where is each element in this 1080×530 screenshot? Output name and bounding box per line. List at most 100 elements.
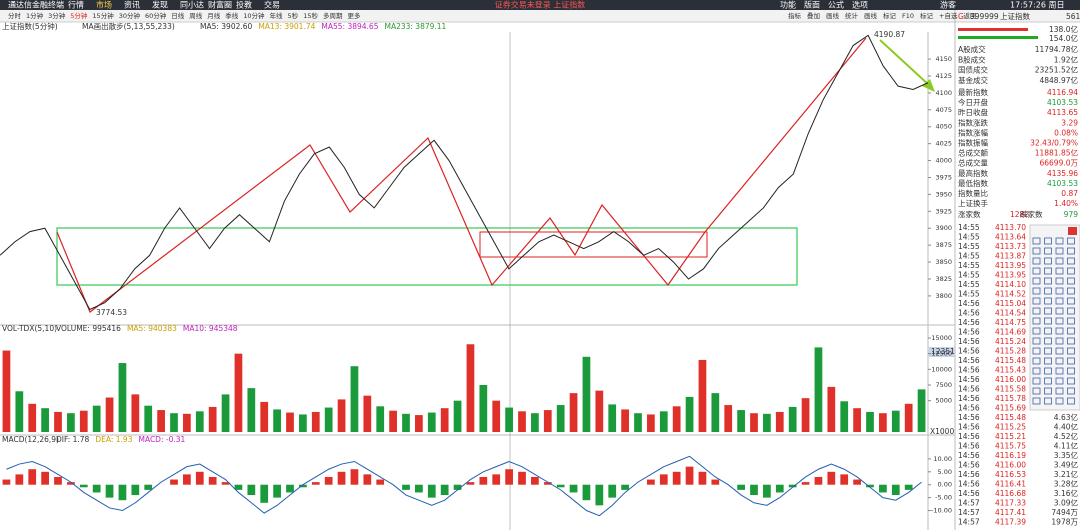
tool-button[interactable]: 画线	[864, 11, 878, 20]
tool-icon[interactable]	[1044, 297, 1052, 305]
tool-button[interactable]: 叠加	[807, 11, 820, 20]
tool-icon[interactable]	[1055, 237, 1064, 245]
menu-item[interactable]: 选项	[852, 0, 868, 10]
period-tab[interactable]: 日线	[171, 11, 185, 20]
menu-item[interactable]: 发现	[152, 0, 168, 10]
tool-icon[interactable]	[1032, 327, 1041, 335]
period-tab[interactable]: 5分钟	[70, 11, 88, 20]
tool-icon[interactable]	[1055, 357, 1064, 365]
tool-icon[interactable]	[1044, 237, 1052, 245]
menu-item[interactable]: 行情	[68, 0, 84, 10]
menu-item[interactable]: 交易	[264, 0, 280, 10]
tool-icon[interactable]	[1067, 287, 1075, 295]
period-tab[interactable]: 60分钟	[145, 11, 167, 20]
tool-icon[interactable]	[1055, 317, 1064, 325]
tool-icon[interactable]	[1067, 277, 1075, 285]
tool-button[interactable]: 标记	[920, 11, 934, 20]
range-box[interactable]	[479, 231, 708, 258]
tool-icon[interactable]	[1055, 307, 1064, 315]
tool-button[interactable]: 统计	[845, 11, 859, 20]
tool-icon[interactable]	[1067, 377, 1075, 385]
tool-icon[interactable]	[1032, 337, 1041, 345]
tool-icon[interactable]	[1044, 277, 1052, 285]
tool-icon[interactable]	[1032, 367, 1041, 375]
tool-icon[interactable]	[1067, 237, 1075, 245]
menu-item[interactable]: 市场	[96, 0, 112, 10]
tool-icon[interactable]	[1032, 347, 1041, 355]
close-button[interactable]	[1068, 227, 1077, 235]
tool-icon[interactable]	[1044, 327, 1052, 335]
period-tab[interactable]: 周线	[189, 11, 203, 20]
period-tab[interactable]: 季线	[225, 11, 239, 20]
tool-icon[interactable]	[1055, 257, 1064, 265]
period-tab[interactable]: 更多	[347, 11, 361, 20]
tool-icon[interactable]	[1044, 347, 1052, 355]
period-tab[interactable]: 1分钟	[26, 11, 44, 20]
tool-icon[interactable]	[1032, 387, 1041, 395]
tool-icon[interactable]	[1067, 397, 1075, 405]
tool-icon[interactable]	[1055, 247, 1064, 255]
tool-icon[interactable]	[1032, 277, 1041, 285]
tool-icon[interactable]	[1032, 267, 1041, 275]
tool-icon[interactable]	[1032, 297, 1041, 305]
tool-icon[interactable]	[1044, 337, 1052, 345]
tool-icon[interactable]	[1067, 347, 1075, 355]
period-tab[interactable]: 10分钟	[243, 11, 265, 20]
tool-icon[interactable]	[1044, 257, 1052, 265]
trend-lines[interactable]	[56, 37, 867, 313]
tool-icon[interactable]	[1067, 257, 1075, 265]
drawing-tools[interactable]	[1029, 224, 1080, 411]
tool-icon[interactable]	[1055, 327, 1064, 335]
tool-icon[interactable]	[1044, 357, 1052, 365]
tool-icon[interactable]	[1044, 377, 1052, 385]
period-tab[interactable]: 月线	[207, 11, 221, 20]
tool-icon[interactable]	[1044, 317, 1052, 325]
tool-icon[interactable]	[1067, 307, 1075, 315]
tool-icon[interactable]	[1044, 247, 1052, 255]
tool-icon[interactable]	[1044, 367, 1052, 375]
tool-icon[interactable]	[1067, 327, 1075, 335]
menu-item[interactable]: 财富圈	[208, 0, 232, 10]
period-tab[interactable]: 多周期	[323, 11, 343, 20]
period-tab[interactable]: 5秒	[288, 11, 299, 20]
tool-icon[interactable]	[1032, 287, 1041, 295]
period-tab[interactable]: 3分钟	[48, 11, 66, 20]
tool-icon[interactable]	[1055, 337, 1064, 345]
tool-button[interactable]: F10	[902, 12, 914, 20]
tool-icon[interactable]	[1067, 297, 1075, 305]
menu-item[interactable]: 同小达	[180, 0, 204, 10]
tool-icon[interactable]	[1067, 317, 1075, 325]
tool-button[interactable]: 画线	[826, 11, 840, 20]
period-tab[interactable]: 分时	[8, 11, 22, 20]
tool-icon[interactable]	[1055, 277, 1064, 285]
tool-icon[interactable]	[1044, 387, 1052, 395]
tool-icon[interactable]	[1055, 347, 1064, 355]
tool-icon[interactable]	[1055, 287, 1064, 295]
period-tab[interactable]: 年线	[270, 11, 284, 20]
tool-icon[interactable]	[1067, 367, 1075, 375]
tool-icon[interactable]	[1067, 267, 1075, 275]
menu-item[interactable]: 版面	[804, 0, 820, 10]
tool-icon[interactable]	[1044, 267, 1052, 275]
period-tab[interactable]: 15分钟	[92, 11, 114, 20]
tool-button[interactable]: +自选	[939, 11, 958, 20]
tool-icon[interactable]	[1032, 257, 1041, 265]
range-box[interactable]	[56, 227, 798, 286]
menu-item[interactable]: 投教	[236, 0, 252, 10]
tool-icon[interactable]	[1032, 377, 1041, 385]
period-tab[interactable]: 30分钟	[119, 11, 141, 20]
tool-button[interactable]: 指标	[788, 11, 802, 20]
tool-button[interactable]: 返回	[963, 12, 976, 20]
tool-icon[interactable]	[1044, 397, 1052, 405]
arrow[interactable]	[879, 39, 931, 87]
tool-icon[interactable]	[1055, 267, 1064, 275]
tool-icon[interactable]	[1032, 397, 1041, 405]
tool-icon[interactable]	[1032, 317, 1041, 325]
tool-icon[interactable]	[1032, 307, 1041, 315]
tool-icon[interactable]	[1067, 387, 1075, 395]
tool-icon[interactable]	[1032, 237, 1041, 245]
user[interactable]: 游客	[940, 0, 956, 10]
period-tab[interactable]: 15秒	[303, 11, 318, 20]
tool-icon[interactable]	[1067, 357, 1075, 365]
tool-icon[interactable]	[1067, 247, 1075, 255]
